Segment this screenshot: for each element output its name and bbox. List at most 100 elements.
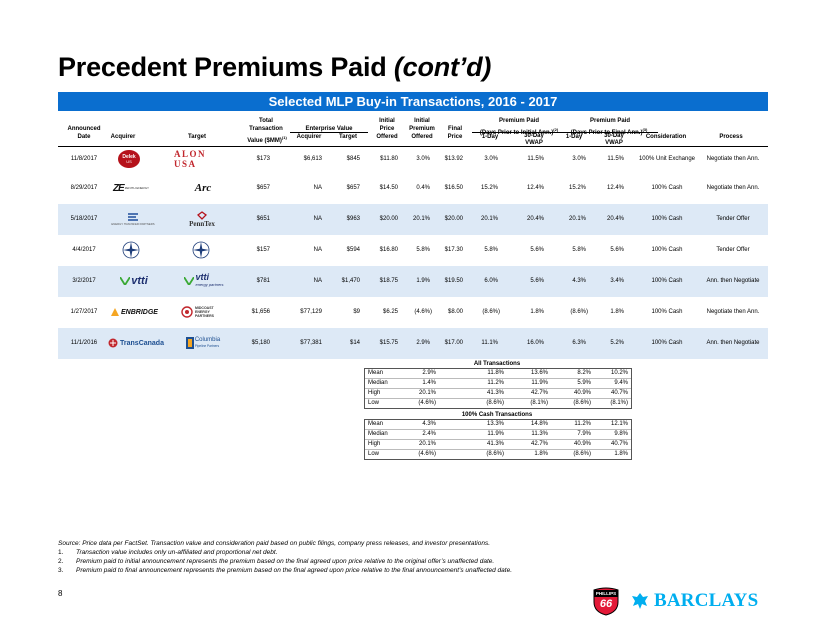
cell-total: $173 — [256, 156, 270, 162]
zenith-energy-logo: ZE ZENITH ENERGY — [112, 182, 150, 194]
cell-ev-target: $845 — [346, 156, 360, 162]
cell-init-prem: 1.9% — [416, 278, 430, 284]
page-title: Precedent Premiums Paid (cont’d) — [58, 52, 492, 82]
summary-row: Low (4.6%) (8.6%) (8.1%) (8.6%) (8.1%) — [365, 399, 631, 408]
compass-logo-target — [190, 240, 212, 260]
delek-logo: Delek US — [116, 149, 142, 169]
cell-consideration: 100% Cash — [651, 278, 683, 284]
cell-total: $657 — [256, 185, 270, 191]
barclays-logo: BARCLAYS — [630, 590, 770, 612]
cell-date: 11/1/2016 — [70, 340, 98, 346]
summary-pi-1day: 41.3% — [486, 441, 504, 447]
cell-final-price: $16.50 — [444, 185, 463, 191]
cell-init-price: $14.50 — [379, 185, 398, 191]
cell-init-prem: 0.4% — [416, 185, 430, 191]
header-premium-paid-final-sub: (Days Prior to Final Ann.)(3) — [570, 127, 648, 136]
summary-pi-30day: 13.6% — [530, 370, 548, 376]
header-premium-paid-final: Premium Paid — [589, 118, 630, 124]
cell-ev-target: $594 — [346, 247, 360, 253]
cell-final-price: $20.00 — [444, 216, 463, 222]
cell-pi-1day: 15.2% — [480, 185, 498, 191]
cell-total: $781 — [256, 278, 270, 284]
cell-ev-acquirer: NA — [313, 185, 322, 191]
summary-label: Mean — [368, 421, 384, 427]
page-number: 8 — [58, 589, 63, 598]
summary-pi-30day: (8.1%) — [530, 400, 548, 406]
cell-consideration: 100% Cash — [651, 309, 683, 315]
summary-pi-30day: 11.9% — [531, 380, 548, 386]
columbia-logo: Columbia Pipeline Partners — [180, 334, 226, 352]
cell-total: $651 — [256, 216, 270, 222]
summary-pi-1day: 11.8% — [487, 370, 504, 376]
cell-pf-30day: 5.2% — [610, 340, 624, 346]
cell-ev-target: $9 — [353, 309, 360, 315]
cell-consideration: 100% Cash — [651, 216, 683, 222]
row-band-shaded — [58, 204, 768, 235]
header-process: Process — [719, 134, 743, 140]
header-underline — [290, 132, 368, 133]
summary-row: Median 2.4% 11.9% 11.3% 7.9% 9.8% — [365, 430, 631, 440]
summary-label: Low — [368, 451, 380, 457]
summary-init-prem: 2.4% — [422, 431, 436, 437]
summary-pi-1day: 11.9% — [487, 431, 504, 437]
header-total-3: Value ($MM)(1) — [247, 135, 287, 144]
enbridge-logo: ENBRIDGE — [106, 304, 162, 320]
cell-pf-1day: 20.1% — [568, 216, 586, 222]
cell-final-price: $13.92 — [444, 156, 463, 162]
cell-pf-1day: 4.3% — [572, 278, 586, 284]
cell-ev-acquirer: NA — [313, 247, 322, 253]
footnote-3: 3. Premium paid to final announcement rep… — [58, 567, 513, 574]
header-initial-premium-3: Offered — [411, 134, 433, 140]
cell-process: Negotiate then Ann. — [706, 156, 760, 162]
cell-process: Negotiate then Ann. — [706, 309, 760, 315]
summary-pf-30day: 9.4% — [614, 380, 628, 386]
cell-pf-1day: 5.8% — [572, 247, 586, 253]
cell-pf-30day: 3.4% — [610, 278, 624, 284]
cell-total: $1,656 — [251, 309, 270, 315]
header-underline — [472, 132, 568, 133]
svg-text:US: US — [126, 159, 132, 164]
summary-all-grid: Mean 2.9% 11.8% 13.6% 8.2% 10.2% Median … — [364, 368, 632, 409]
cell-init-price: $11.80 — [380, 156, 398, 162]
header-announced: Announced — [67, 126, 101, 132]
cell-ev-acquirer: NA — [313, 278, 322, 284]
cell-date: 1/27/2017 — [70, 309, 98, 315]
cell-process: Ann. then Negotiate — [706, 340, 760, 346]
cell-pi-1day: 6.0% — [484, 278, 498, 284]
cell-ev-target: $657 — [346, 185, 360, 191]
summary-pi-30day: 1.8% — [534, 451, 548, 457]
cell-init-price: $15.75 — [379, 340, 398, 346]
cell-pi-1day: 3.0% — [484, 156, 498, 162]
cell-ev-acquirer: $6,613 — [303, 156, 322, 162]
header-initial-price-2: Price — [379, 126, 395, 132]
cell-pf-1day: (8.6%) — [570, 309, 588, 315]
cell-ev-acquirer: NA — [313, 216, 322, 222]
cell-ev-target: $963 — [346, 216, 360, 222]
header-initial-premium-2: Premium — [409, 126, 435, 132]
cell-pf-1day: 15.2% — [568, 185, 586, 191]
cell-pi-30day: 5.6% — [530, 278, 544, 284]
summary-pf-1day: 8.2% — [577, 370, 591, 376]
header-initial-price-1: Initial — [379, 118, 395, 124]
vtti-logo: vtti — [114, 273, 154, 289]
cell-pi-30day: 5.6% — [530, 247, 544, 253]
summary-init-prem: (4.6%) — [418, 400, 436, 406]
row-band-shaded — [58, 266, 768, 297]
cell-ev-target: $1,470 — [341, 278, 360, 284]
header-final-1: Final — [447, 126, 462, 132]
summary-pf-30day: 10.2% — [610, 370, 628, 376]
header-premium-paid-initial-sub: (Days Prior to Initial Ann.)(2) — [479, 127, 559, 136]
header-pi-1day: 1-Day — [481, 134, 499, 140]
summary-row: Low (4.6%) (8.6%) 1.8% (8.6%) 1.8% — [365, 450, 631, 459]
summary-pf-1day: 5.9% — [577, 380, 591, 386]
summary-init-prem: 4.3% — [422, 421, 436, 427]
footnote-2: 2. Premium paid to initial announcement r… — [58, 558, 495, 565]
header-premium-paid-initial: Premium Paid — [498, 118, 539, 124]
summary-row: Median 1.4% 11.2% 11.9% 5.9% 9.4% — [365, 379, 631, 389]
summary-init-prem: 20.1% — [418, 390, 436, 396]
cell-init-prem: 2.9% — [416, 340, 430, 346]
cell-date: 3/2/2017 — [72, 278, 96, 284]
summary-init-prem: 2.9% — [422, 370, 436, 376]
header-pf-1day: 1-Day — [565, 134, 583, 140]
header-initial-price-3: Offered — [376, 134, 398, 140]
